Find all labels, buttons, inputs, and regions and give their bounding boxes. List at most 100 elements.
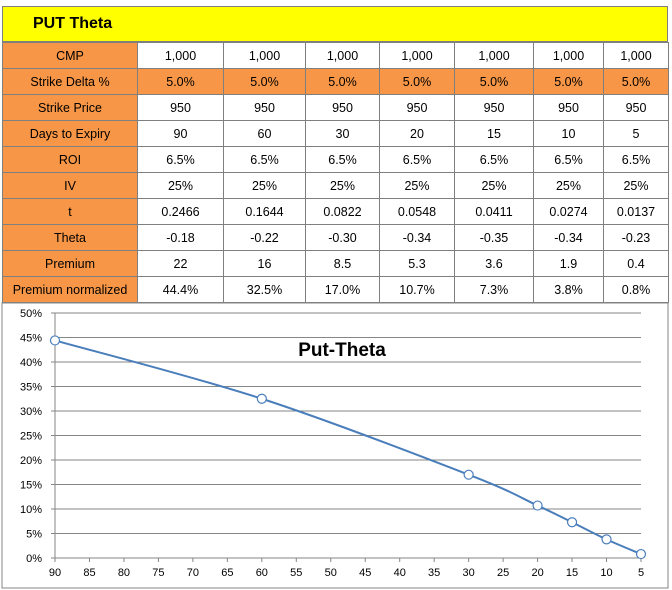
y-tick-label: 45% [20,333,42,345]
table-cell: 950 [533,94,604,121]
x-tick-label: 90 [49,567,61,579]
x-tick-label: 65 [221,567,233,579]
table-cell: 950 [137,94,224,121]
table-row: Strike Price 950 950 950 950 950 950 950 [2,94,669,121]
table-cell: 5.0% [137,68,224,95]
table-cell: 25% [379,172,455,199]
table-cell: 60 [223,120,306,147]
x-tick-label: 35 [428,567,440,579]
table-row: Theta -0.18 -0.22 -0.30 -0.34 -0.35 -0.34 -0.23 [2,224,669,251]
x-tick-label: 10 [600,567,612,579]
x-tick-label: 40 [394,567,406,579]
table-cell: 0.2466 [137,198,224,225]
table-cell: 6.5% [603,146,669,173]
table-cell: 3.8% [533,276,604,303]
table-cell: 3.6 [454,250,534,277]
y-tick-label: 35% [20,382,42,394]
row-label: Strike Delta % [2,68,138,95]
table-cell: 950 [379,94,455,121]
data-point [463,469,474,480]
y-tick-label: 25% [20,431,42,443]
x-tick-label: 75 [152,567,164,579]
table-cell: 6.5% [454,146,534,173]
table-cell: 1,000 [223,42,306,69]
y-tick-labels: 0% 5% 10% 15% 20% 25% 30% 35% 40% 45% 50% [20,308,42,565]
y-tick-label: 10% [20,504,42,516]
table-cell: 0.0137 [603,198,669,225]
data-point [49,335,61,346]
table-cell: 5.0% [603,68,669,95]
table-cell: 1,000 [603,42,669,69]
table-cell: 25% [533,172,604,199]
table-row: t 0.2466 0.1644 0.0822 0.0548 0.0411 0.0274 0.0… [2,198,669,225]
y-tick-label: 20% [20,455,42,467]
x-tick-label: 30 [463,567,475,579]
table-cell: 7.3% [454,276,534,303]
y-tick-label: 0% [26,553,42,565]
table-row: Days to Expiry 90 60 30 20 15 10 5 [2,120,669,147]
axes [51,312,642,562]
table-cell: 1,000 [379,42,455,69]
x-tick-label: 70 [187,567,199,579]
x-tick-label: 50 [325,567,337,579]
table-row: IV 25% 25% 25% 25% 25% 25% 25% [2,172,669,199]
put-theta-chart: 0% 5% 10% 15% 20% 25% 30% 35% 40% 45% 50% 90 85 80 75… [1,302,669,589]
row-label: Premium normalized [2,276,138,303]
data-point [256,393,267,404]
series-line [54,339,642,555]
x-tick-label: 45 [359,567,371,579]
y-tick-label: 5% [26,529,42,541]
table-cell: 1,000 [533,42,604,69]
table-cell: 20 [379,120,455,147]
table-cell: 25% [603,172,669,199]
table-cell: 22 [137,250,224,277]
x-tick-label: 80 [118,567,130,579]
table-cell: -0.34 [533,224,604,251]
table-cell: 5.3 [379,250,455,277]
x-tick-labels: 90 85 80 75 70 65 60 55 50 45 40 35 30 25 20 15 10 5 [49,567,644,579]
table-cell: 15 [454,120,534,147]
table-cell: 1,000 [454,42,534,69]
table-cell: 0.0822 [305,198,380,225]
table-row: Premium 22 16 8.5 5.3 3.6 1.9 0.4 [2,250,669,277]
table-cell: 1.9 [533,250,604,277]
chart: 0% 5% 10% 15% 20% 25% 30% 35% 40% 45% 50% 90 85 80 75… [0,302,672,590]
data-points [49,335,647,560]
data-point [601,534,612,545]
table-row: ROI 6.5% 6.5% 6.5% 6.5% 6.5% 6.5% 6.5% [2,146,669,173]
y-tick-label: 50% [20,308,42,320]
table-cell: -0.34 [379,224,455,251]
x-tick-label: 55 [290,567,302,579]
row-label: t [2,198,138,225]
row-label: Strike Price [2,94,138,121]
data-point [566,517,578,528]
table-cell: 5 [603,120,669,147]
x-tick-label: 20 [531,567,543,579]
table-cell: 30 [305,120,380,147]
table-cell: 5.0% [454,68,534,95]
table-cell: 0.0411 [454,198,534,225]
table-row: Strike Delta % 5.0% 5.0% 5.0% 5.0% 5.0% 5.0% 5.… [2,68,669,95]
gridlines [55,312,641,534]
y-tick-label: 15% [20,480,42,492]
table-cell: 90 [137,120,224,147]
data-point [635,548,647,560]
table-cell: 10 [533,120,604,147]
table-cell: 25% [223,172,306,199]
table-cell: -0.23 [603,224,669,251]
data-point [532,500,543,511]
table-cell: 25% [137,172,224,199]
table-cell: 16 [223,250,306,277]
table-cell: 6.5% [533,146,604,173]
row-label: Premium [2,250,138,277]
table-cell: 5.0% [223,68,306,95]
table-cell: 0.8% [603,276,669,303]
x-tick-label: 60 [256,567,268,579]
y-tick-label: 30% [20,406,42,418]
table-cell: 1,000 [305,42,380,69]
y-tick-label: 40% [20,357,42,369]
table-cell: 1,000 [137,42,224,69]
row-label: CMP [2,42,138,69]
table-cell: 17.0% [305,276,380,303]
chart-title: Put-Theta [298,340,386,361]
